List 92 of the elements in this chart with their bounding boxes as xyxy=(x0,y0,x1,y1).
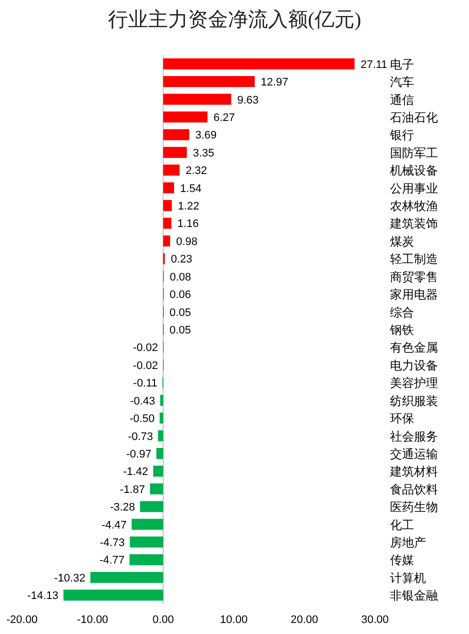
y-tick-label: 石油石化 xyxy=(390,110,438,124)
y-tick-label: 银行 xyxy=(389,128,414,142)
data-label: 0.23 xyxy=(170,254,192,266)
y-tick-label: 通信 xyxy=(390,92,414,107)
y-tick-label: 农林牧渔 xyxy=(390,199,438,214)
bar xyxy=(90,572,164,583)
data-label: -1.87 xyxy=(120,484,145,496)
y-tick-label: 纺织服装 xyxy=(390,394,438,408)
data-label: 0.06 xyxy=(170,289,192,302)
data-label: 0.05 xyxy=(170,324,191,336)
y-tick-label: 商贸零售 xyxy=(390,270,438,284)
data-label: -10.32 xyxy=(54,572,86,584)
bar xyxy=(163,200,172,212)
data-label: -0.11 xyxy=(133,378,158,390)
y-tick-label: 传媒 xyxy=(390,553,414,568)
y-tick-label: 化工 xyxy=(390,518,414,532)
data-label: 1.16 xyxy=(177,218,199,230)
chart-title: 行业主力资金净流入额(亿元) xyxy=(108,8,362,31)
data-label: 0.05 xyxy=(170,306,191,319)
y-tick-label: 房地产 xyxy=(390,536,426,550)
y-tick-label: 国防军工 xyxy=(390,146,438,160)
bar xyxy=(160,394,164,406)
y-tick-label: 电力设备 xyxy=(390,358,438,372)
data-label: 1.54 xyxy=(180,182,202,195)
data-label: 1.22 xyxy=(178,200,200,213)
bar xyxy=(163,129,190,140)
x-tick-label: -10.00 xyxy=(77,614,108,626)
y-tick-label: 钢铁 xyxy=(389,323,414,337)
data-label: 3.69 xyxy=(195,130,217,142)
y-tick-label: 医药生物 xyxy=(390,500,438,514)
bar xyxy=(150,483,164,494)
data-label: -14.13 xyxy=(27,590,58,602)
y-tick-label: 机械设备 xyxy=(390,164,438,178)
data-label: 27.11 xyxy=(360,58,388,71)
data-label: 12.97 xyxy=(260,76,288,89)
bar xyxy=(163,182,174,194)
y-tick-label: 有色金属 xyxy=(390,340,438,355)
y-tick-label: 公用事业 xyxy=(390,181,438,196)
bar xyxy=(163,111,208,122)
data-label: 0.98 xyxy=(176,236,198,248)
data-label: -4.73 xyxy=(100,537,125,550)
y-tick-label: 煤炭 xyxy=(390,234,414,248)
bar xyxy=(156,448,164,459)
y-tick-label: 非银金融 xyxy=(390,588,438,603)
bar xyxy=(163,146,187,158)
bar xyxy=(153,466,164,477)
bar xyxy=(63,590,164,601)
bar xyxy=(163,164,180,176)
data-label: -4.47 xyxy=(102,519,127,532)
data-label: 3.35 xyxy=(192,147,214,160)
bar xyxy=(163,235,170,246)
data-label: 6.27 xyxy=(213,112,235,124)
data-label: -0.97 xyxy=(126,448,152,460)
y-tick-label: 电子 xyxy=(390,57,414,72)
x-tick-label: -20.00 xyxy=(6,614,38,626)
x-tick-label: 10.00 xyxy=(220,614,248,626)
data-label: -3.28 xyxy=(110,502,136,514)
y-tick-label: 交通运输 xyxy=(390,446,438,461)
y-tick-label: 家用电器 xyxy=(390,288,438,302)
data-label: 0.08 xyxy=(170,271,192,284)
data-label: -4.77 xyxy=(99,554,125,567)
bar xyxy=(158,430,164,442)
data-label: -0.02 xyxy=(132,360,158,372)
data-label: -0.73 xyxy=(128,430,154,443)
y-tick-label: 环保 xyxy=(390,412,414,426)
bar xyxy=(160,412,164,424)
data-label: -1.42 xyxy=(123,466,148,478)
x-tick-label: 0.00 xyxy=(152,614,174,626)
x-tick-label: 20.00 xyxy=(290,614,318,626)
y-tick-label: 社会服务 xyxy=(390,429,438,444)
data-label: -0.50 xyxy=(130,413,155,426)
bar xyxy=(130,536,164,548)
data-label: 2.32 xyxy=(186,165,207,178)
y-tick-label: 综合 xyxy=(390,305,414,320)
y-tick-label: 建筑材料 xyxy=(389,464,438,479)
x-tick-label: 30.00 xyxy=(361,614,389,626)
y-tick-label: 食品饮料 xyxy=(390,482,438,496)
y-tick-label: 美容护理 xyxy=(390,376,438,390)
data-label: -0.02 xyxy=(132,342,158,354)
y-tick-label: 轻工制造 xyxy=(390,252,438,266)
y-tick-label: 建筑装饰 xyxy=(389,216,438,231)
bar xyxy=(163,218,172,229)
data-label: 9.63 xyxy=(237,94,259,106)
y-tick-label: 汽车 xyxy=(390,75,414,90)
bar xyxy=(163,58,355,70)
bar xyxy=(130,554,164,566)
bar xyxy=(163,94,232,105)
y-tick-label: 计算机 xyxy=(390,570,426,585)
bar xyxy=(140,501,164,512)
bar xyxy=(163,76,255,88)
data-label: -0.43 xyxy=(130,395,156,408)
bar xyxy=(132,518,164,530)
